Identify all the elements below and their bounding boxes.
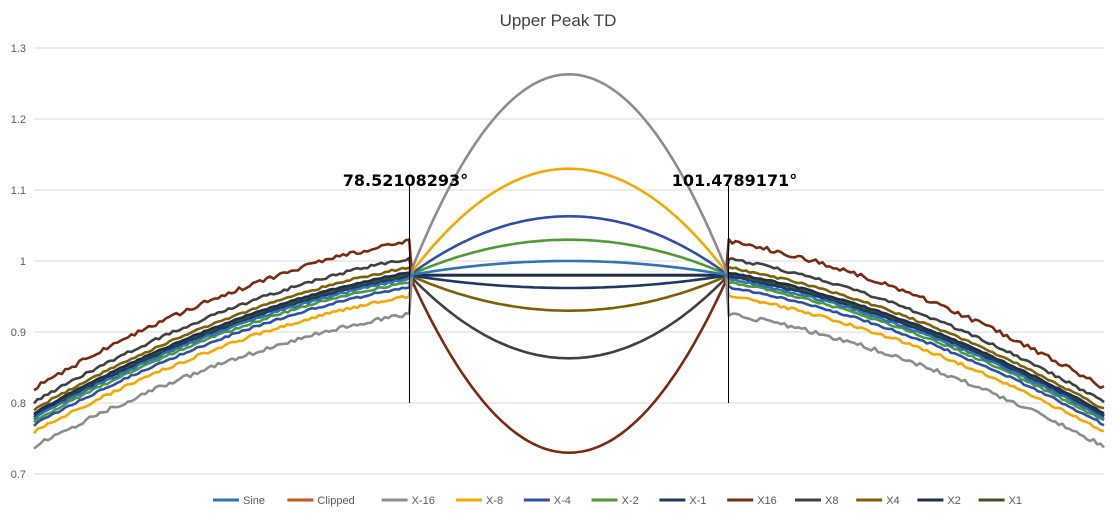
legend-label: X1 — [1009, 495, 1022, 507]
series-lines — [32, 73, 1105, 455]
legend-label: X4 — [886, 495, 899, 507]
y-tick-label: 1 — [20, 256, 26, 268]
legend-label: X2 — [947, 495, 960, 507]
y-axis-tick-labels: 0.7 0.8 0.9 1 1.1 1.2 1.3 — [11, 43, 26, 481]
legend-label: X16 — [757, 495, 777, 507]
series-line-x16 — [33, 238, 1105, 455]
y-tick-label: 1.3 — [11, 43, 26, 55]
series-line-x-16 — [33, 73, 1105, 450]
y-tick-label: 1.1 — [11, 185, 26, 197]
y-tick-label: 0.9 — [11, 327, 26, 339]
y-tick-label: 0.7 — [11, 469, 26, 481]
series-line-x-2 — [33, 238, 1105, 423]
chart-title: Upper Peak TD — [500, 11, 617, 30]
legend: Sine Clipped X-16 X-8 X-4 X-2 X-1 X16 X8 X4 X2 X1 — [213, 495, 1022, 507]
y-tick-label: 0.8 — [11, 398, 26, 410]
annotation-markers — [408, 185, 730, 403]
legend-label: X-16 — [412, 495, 435, 507]
y-tick-label: 1.2 — [11, 114, 26, 126]
annotation-label-right: 101.4789171° — [672, 171, 797, 190]
series-line-x-4 — [33, 215, 1105, 427]
series-line-x-8 — [32, 167, 1105, 435]
legend-label: X-8 — [486, 495, 503, 507]
annotation-label-left: 78.52108293° — [343, 171, 468, 190]
series-line-x8 — [33, 256, 1105, 405]
series-line-x2 — [33, 271, 1105, 415]
legend-label: X8 — [825, 495, 838, 507]
series-line-sine — [33, 259, 1105, 421]
legend-label: X-2 — [622, 495, 639, 507]
series-line-x4 — [33, 265, 1105, 412]
legend-label: Clipped — [317, 495, 354, 507]
series-line-x-1 — [33, 274, 1105, 419]
legend-label: Sine — [243, 495, 265, 507]
legend-label: X-1 — [689, 495, 706, 507]
legend-label: X-4 — [554, 495, 571, 507]
